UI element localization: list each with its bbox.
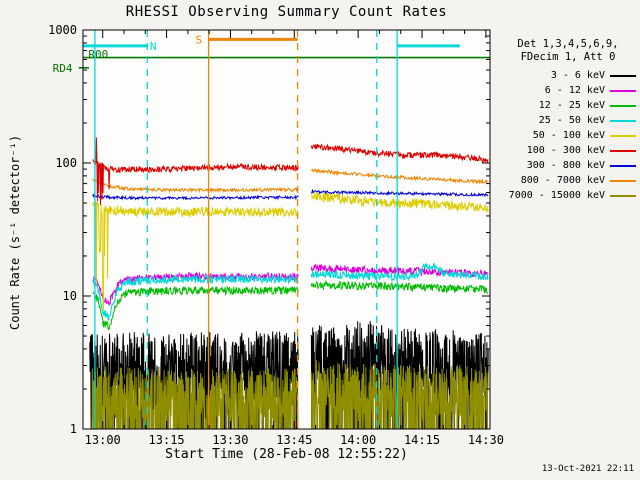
x-tick-label: 13:00 bbox=[85, 433, 121, 447]
legend-entry: 50 - 100 keV bbox=[500, 128, 636, 143]
chart-title: RHESSI Observing Summary Count Rates bbox=[125, 4, 448, 20]
trace-25-50-keV bbox=[310, 262, 489, 282]
x-tick-label: 14:30 bbox=[468, 433, 504, 447]
x-tick-label: 14:15 bbox=[404, 433, 440, 447]
legend-entry-label: 12 - 25 keV bbox=[538, 100, 605, 111]
flag-label-S: S bbox=[195, 33, 202, 46]
x-tick-label: 13:30 bbox=[212, 433, 248, 447]
legend-color-line bbox=[610, 194, 636, 197]
legend-color-line bbox=[610, 164, 636, 167]
y-axis-label: Count Rate (s⁻¹ detector⁻¹) bbox=[8, 134, 22, 331]
legend-entry-label: 100 - 300 keV bbox=[526, 145, 605, 156]
legend-entry: 800 - 7000 keV bbox=[500, 173, 636, 188]
axes-frame bbox=[82, 29, 491, 430]
trace-50-100-keV bbox=[92, 201, 299, 311]
trace-50-100-keV bbox=[310, 192, 489, 213]
trace-7000-15000-keV bbox=[91, 366, 299, 430]
legend-entries: 3 - 6 keV 6 - 12 keV 12 - 25 keV 25 - 50 ke… bbox=[500, 68, 636, 203]
legend-color-line bbox=[610, 104, 636, 107]
series-traces bbox=[89, 137, 489, 430]
legend-header-decimation: FDecim 1, Att 0 bbox=[520, 51, 616, 63]
legend-color-line bbox=[610, 74, 636, 77]
trace-300-800-keV bbox=[92, 193, 299, 201]
legend-color-line bbox=[610, 89, 636, 92]
legend-color-line bbox=[610, 134, 636, 137]
x-tick-label: 14:00 bbox=[340, 433, 376, 447]
trace-300-800-keV bbox=[311, 188, 489, 198]
trace-800-7000-keV bbox=[310, 167, 489, 185]
trace-800-7000-keV bbox=[92, 178, 299, 194]
legend-entry-label: 50 - 100 keV bbox=[532, 130, 605, 141]
legend-entry: 7000 - 15000 keV bbox=[500, 188, 636, 203]
legend-entry: 100 - 300 keV bbox=[500, 143, 636, 158]
y-tick-label: 10 bbox=[63, 289, 77, 303]
legend-entry: 25 - 50 keV bbox=[500, 113, 636, 128]
trace-12-25-keV bbox=[92, 285, 299, 331]
legend-header-detectors: Det 1,3,4,5,6,9, bbox=[517, 38, 619, 50]
legend-entry: 6 - 12 keV bbox=[500, 83, 636, 98]
y-tick-label: 1 bbox=[70, 422, 77, 436]
legend-entry: 3 - 6 keV bbox=[500, 68, 636, 83]
legend-color-line bbox=[610, 179, 636, 182]
legend-entry-label: 3 - 6 keV bbox=[550, 70, 605, 81]
flag-label-N: N bbox=[150, 40, 157, 53]
legend-entry-label: 300 - 800 keV bbox=[526, 160, 605, 171]
trace-100-300-keV bbox=[310, 143, 489, 164]
trace-25-50-keV bbox=[92, 273, 299, 321]
legend-entry-label: 6 - 12 keV bbox=[544, 85, 605, 96]
legend-entry-label: 25 - 50 keV bbox=[538, 115, 605, 126]
creation-timestamp: 13-Oct-2021 22:11 bbox=[541, 464, 634, 474]
trace-100-300-keV bbox=[92, 137, 299, 206]
x-tick-label: 13:15 bbox=[149, 433, 185, 447]
rate-flag-label: R00 bbox=[88, 48, 108, 61]
trace-12-25-keV bbox=[310, 280, 489, 295]
y-tick-label: 1000 bbox=[48, 23, 77, 37]
legend-color-line bbox=[610, 119, 636, 122]
legend-entry-label: 800 - 7000 keV bbox=[520, 175, 605, 186]
x-tick-label: 13:45 bbox=[276, 433, 312, 447]
legend-entry: 300 - 800 keV bbox=[500, 158, 636, 173]
legend: Det 1,3,4,5,6,9, FDecim 1, Att 0 3 - 6 k… bbox=[500, 38, 636, 203]
legend-entry: 12 - 25 keV bbox=[500, 98, 636, 113]
trace-7000-15000-keV bbox=[310, 360, 489, 430]
legend-color-line bbox=[610, 149, 636, 152]
legend-entry-label: 7000 - 15000 keV bbox=[508, 190, 605, 201]
x-axis-label: Start Time (28-Feb-08 12:55:22) bbox=[165, 447, 408, 462]
trace-6-12-keV bbox=[310, 263, 489, 279]
rate-flag-label: RD4 bbox=[53, 62, 73, 75]
flag-overlays: RD4 R00 N S bbox=[53, 30, 490, 429]
y-tick-label: 100 bbox=[55, 156, 77, 170]
